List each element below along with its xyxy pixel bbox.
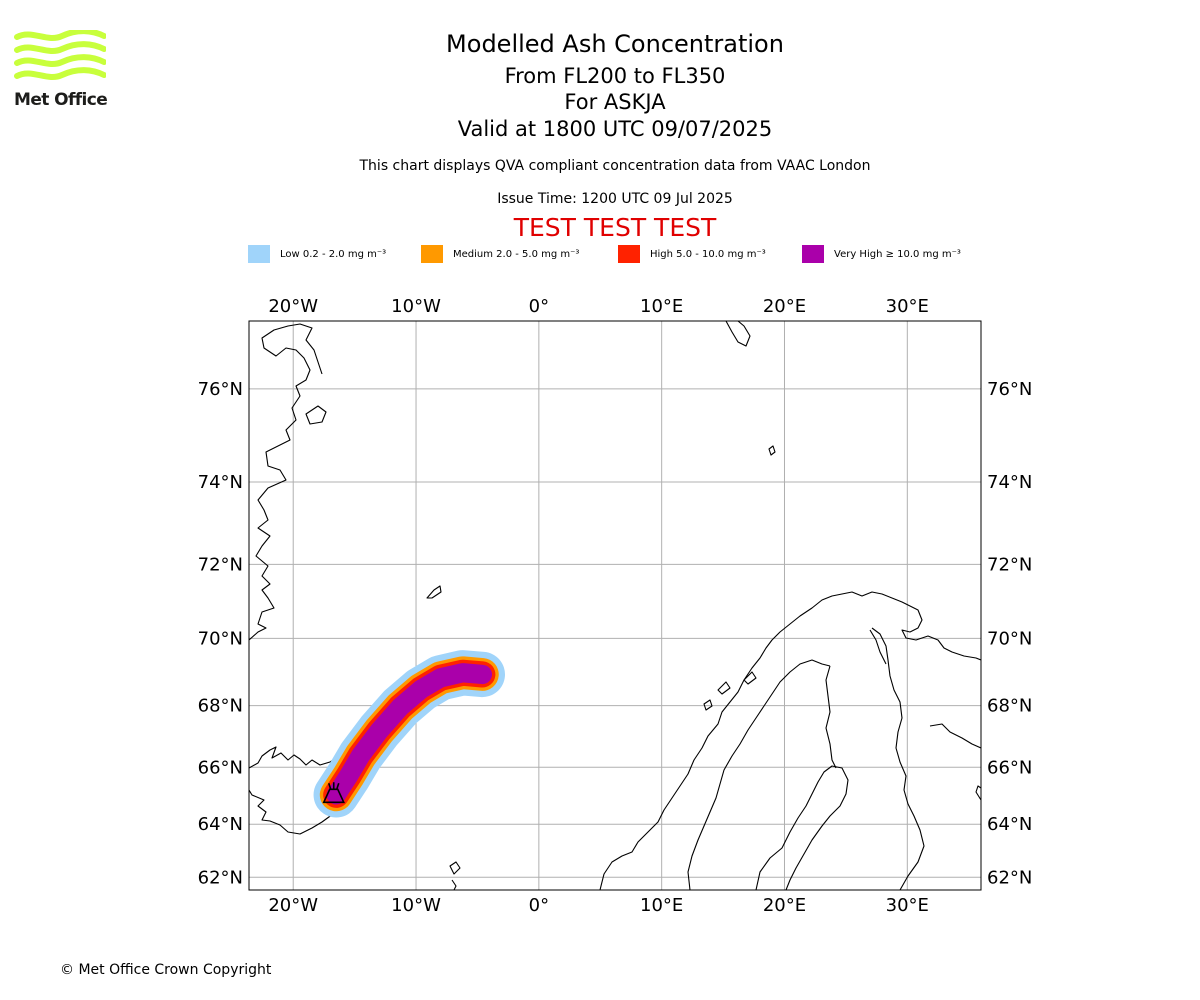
- met-office-logo-text: Met Office: [14, 90, 108, 110]
- lat-tick-label: 64°N: [198, 814, 243, 835]
- lat-tick-label: 68°N: [987, 696, 1032, 717]
- graticule: [249, 321, 981, 890]
- coastline-scandinavia: [599, 591, 981, 890]
- border-norway-sweden: [687, 659, 831, 890]
- lat-tick-label: 74°N: [987, 472, 1032, 493]
- coastline-svalbard-bear-island: [768, 445, 776, 456]
- volcano-icon: [322, 782, 345, 804]
- legend-item-very-high: Very High ≥ 10.0 mg m⁻³: [802, 244, 961, 264]
- legend-item-high: High 5.0 - 10.0 mg m⁻³: [618, 244, 766, 264]
- lon-tick-label: 30°E: [886, 296, 929, 317]
- valid-time: Valid at 1800 UTC 09/07/2025: [457, 117, 773, 141]
- coastline-greenland: [249, 323, 323, 641]
- coastlines: [249, 321, 981, 890]
- lon-tick-label: 20°W: [268, 296, 318, 317]
- lon-tick-label: 0°: [529, 296, 549, 317]
- coastline-lofoten: [703, 671, 757, 711]
- coastline-faroes: [449, 861, 461, 890]
- legend-item-low: Low 0.2 - 2.0 mg m⁻³: [248, 244, 386, 264]
- logo-waves: [14, 30, 106, 80]
- map-frame: [248, 320, 982, 891]
- lon-tick-label: 30°E: [886, 895, 929, 916]
- lon-tick-label: 20°E: [763, 895, 806, 916]
- coastline-svalbard-south: [725, 321, 751, 347]
- legend-label-high: High 5.0 - 10.0 mg m⁻³: [650, 248, 766, 260]
- lat-tick-label: 68°N: [198, 696, 243, 717]
- coastline-gulf-of-bothnia: [755, 765, 849, 890]
- lat-tick-label: 64°N: [987, 814, 1032, 835]
- border-finland-russia: [869, 629, 887, 665]
- volcano-marker: [322, 782, 345, 804]
- lon-tick-label: 0°: [529, 895, 549, 916]
- met-office-logo: [14, 30, 106, 80]
- legend-label-very-high: Very High ≥ 10.0 mg m⁻³: [834, 248, 961, 260]
- legend-label-low: Low 0.2 - 2.0 mg m⁻³: [280, 248, 387, 260]
- coastline-greenland-island: [305, 405, 327, 425]
- lon-tick-label: 10°W: [391, 895, 441, 916]
- lon-tick-label: 20°E: [763, 296, 806, 317]
- legend-swatch-medium: [421, 245, 443, 263]
- lat-tick-label: 76°N: [198, 379, 243, 400]
- ash-plume: [313, 650, 506, 818]
- coastline-white-sea: [929, 723, 981, 749]
- lat-tick-label: 70°N: [198, 628, 243, 649]
- legend-label-medium: Medium 2.0 - 5.0 mg m⁻³: [453, 248, 580, 260]
- lat-tick-label: 72°N: [987, 554, 1032, 575]
- legend-swatch-very-high: [802, 245, 824, 263]
- border-sweden-finland: [825, 665, 837, 769]
- lat-tick-label: 76°N: [987, 379, 1032, 400]
- issue-time: Issue Time: 1200 UTC 09 Jul 2025: [497, 191, 733, 207]
- lat-tick-label: 62°N: [198, 867, 243, 888]
- chart-description: This chart displays QVA compliant concen…: [359, 158, 871, 174]
- lat-tick-label: 66°N: [987, 757, 1032, 778]
- chart-title: Modelled Ash Concentration: [446, 30, 784, 58]
- lon-tick-label: 10°E: [640, 296, 683, 317]
- lat-tick-label: 74°N: [198, 472, 243, 493]
- legend-swatch-low: [248, 245, 270, 263]
- coastline-kandalaksha: [975, 785, 981, 801]
- legend: Low 0.2 - 2.0 mg m⁻³ Medium 2.0 - 5.0 mg…: [248, 244, 1008, 264]
- test-banner: TEST TEST TEST: [513, 213, 717, 242]
- coastline-jan-mayen: [426, 585, 442, 599]
- copyright: © Met Office Crown Copyright: [60, 962, 272, 978]
- lon-tick-label: 20°W: [268, 895, 318, 916]
- lat-tick-label: 70°N: [987, 628, 1032, 649]
- lat-tick-label: 72°N: [198, 554, 243, 575]
- legend-item-medium: Medium 2.0 - 5.0 mg m⁻³: [421, 244, 579, 264]
- lat-tick-label: 62°N: [987, 867, 1032, 888]
- ash-band-very-high: [326, 663, 493, 805]
- lon-tick-label: 10°E: [640, 895, 683, 916]
- legend-swatch-high: [618, 245, 640, 263]
- volcano-name: For ASKJA: [564, 90, 666, 114]
- lat-tick-label: 66°N: [198, 757, 243, 778]
- axis-ticks: 20°W 20°W 10°W 10°W 0° 0° 10°E 10°E 20°E 20°E 30°E…: [198, 296, 1033, 916]
- lon-tick-label: 10°W: [391, 296, 441, 317]
- flight-levels: From FL200 to FL350: [504, 64, 726, 88]
- coastline-finland: [871, 627, 925, 890]
